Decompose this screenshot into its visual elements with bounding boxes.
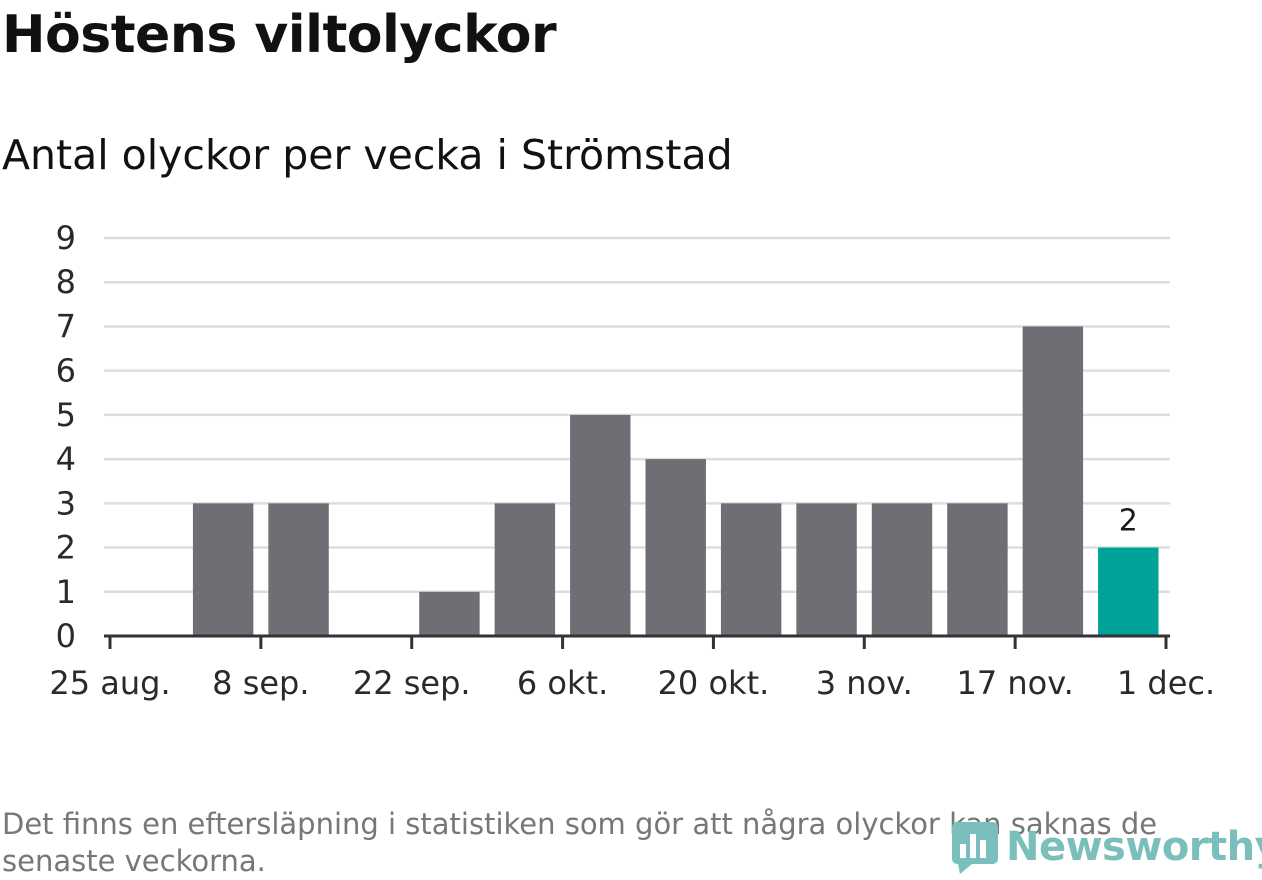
y-tick-label: 1 [56,573,76,611]
y-tick-label: 7 [56,307,76,345]
data-labels: 2 [1119,504,1138,539]
x-tick-label: 8 sep. [212,664,309,702]
data-label: 2 [1119,504,1138,539]
bar [494,503,556,636]
y-tick-label: 9 [56,219,76,257]
x-tick-label: 6 okt. [517,664,608,702]
x-tick-label: 20 okt. [658,664,770,702]
bar [419,591,480,636]
brand-name: Newsworthy [1006,824,1262,870]
bar [1022,326,1084,636]
bar [192,503,254,636]
gridlines [104,236,1170,594]
chart-subtitle: Antal olyckor per vecka i Strömstad [2,131,733,179]
x-axis-ticks: 25 aug. 8 sep. 22 sep. 6 okt. 20 okt. 3 nov. 1… [49,636,1215,702]
y-tick-label: 6 [56,352,76,390]
x-tick-label: 1 dec. [1117,664,1215,702]
bar [720,503,782,636]
x-tick-label: 3 nov. [816,664,913,702]
y-tick-label: 0 [56,617,76,655]
bar [947,503,1008,636]
bar [796,503,857,636]
newsworthy-logo: Newsworthy [950,818,1262,876]
bar [645,459,706,636]
y-tick-label: 5 [56,396,76,434]
y-axis-ticks: 0 1 2 3 4 5 6 7 8 9 [56,219,76,655]
bar [268,503,329,636]
y-tick-label: 2 [56,529,76,567]
y-tick-label: 8 [56,263,76,301]
newsworthy-logo-icon [952,822,998,874]
y-tick-label: 4 [56,440,76,478]
bar-highlight [1098,547,1159,636]
chart-title: Höstens viltolyckor [2,5,557,65]
y-tick-label: 3 [56,484,76,522]
x-tick-label: 17 nov. [956,664,1073,702]
bars [192,326,1159,636]
bar [871,503,933,636]
bar [570,414,631,636]
x-tick-label: 25 aug. [49,664,170,702]
x-tick-label: 22 sep. [353,664,471,702]
